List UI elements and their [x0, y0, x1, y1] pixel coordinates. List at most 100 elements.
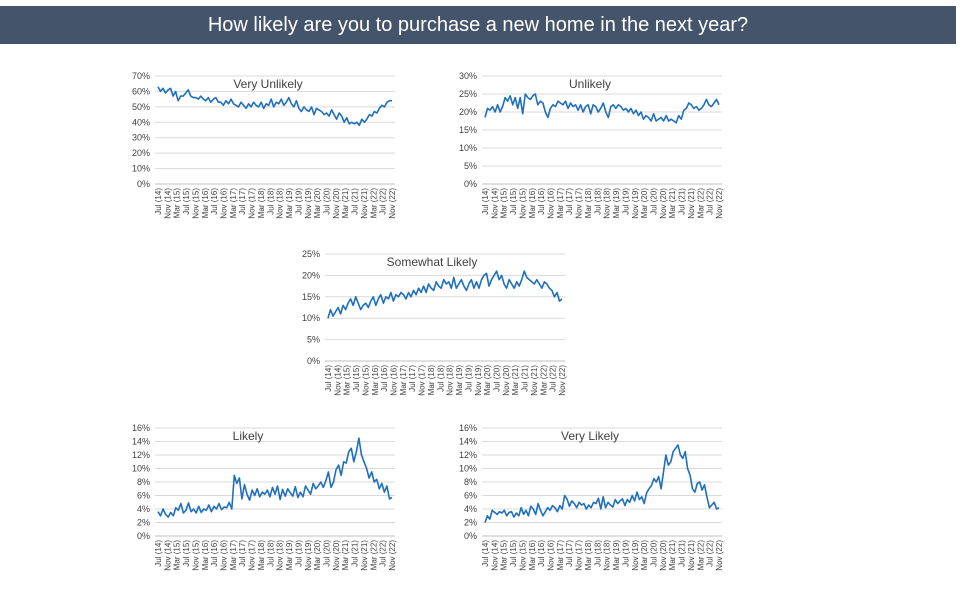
chart-very-unlikely: 0%10%20%30%40%50%60%70%Jul (14) Nov (14) M… [132, 71, 397, 219]
x-tick-label: Nov (22) [715, 540, 724, 571]
x-tick-label: Nov (17) [575, 188, 584, 219]
x-tick-label: Jul (20) [322, 540, 331, 567]
x-tick-label: Mar (16) [201, 188, 210, 219]
x-tick-label: Jul (19) [464, 365, 473, 392]
x-tick-label: Mar (17) [556, 540, 565, 571]
x-tick-label: Mar (18) [257, 540, 266, 571]
x-tick-label: Nov (14) [490, 540, 499, 571]
x-tick-label: Nov (20) [332, 188, 341, 219]
x-tick-label: Jul (14) [154, 540, 163, 567]
x-tick-label: Mar (20) [313, 188, 322, 219]
y-tick-label: 8% [464, 477, 477, 487]
series-line [484, 93, 720, 124]
x-tick-label: Jul (17) [238, 188, 247, 215]
x-tick-label: Jul (21) [678, 188, 687, 215]
x-tick-label: Mar (16) [528, 188, 537, 219]
x-tick-label: Mar (21) [668, 188, 677, 219]
y-tick-label: 6% [464, 491, 477, 501]
x-tick-label: Nov (21) [360, 540, 369, 571]
x-tick-label: Nov (15) [361, 365, 370, 396]
x-tick-label: Nov (17) [248, 188, 257, 219]
x-tick-label: Nov (17) [575, 540, 584, 571]
page-title: How likely are you to purchase a new hom… [207, 13, 749, 36]
x-tick-label: Jul (14) [481, 540, 490, 567]
x-tick-label: Jul (19) [621, 188, 630, 215]
x-tick-label: Nov (19) [631, 188, 640, 219]
y-tick-label: 14% [132, 437, 150, 447]
x-tick-label: Jul (14) [324, 365, 333, 392]
x-tick-label: Nov (19) [631, 540, 640, 571]
x-tick-label: Mar (18) [427, 365, 436, 396]
x-tick-label: Jul (15) [509, 188, 518, 215]
y-tick-label: 60% [132, 86, 150, 96]
x-tick-label: Jul (15) [509, 540, 518, 567]
x-tick-label: Nov (14) [163, 188, 172, 219]
x-tick-label: Jul (17) [408, 365, 417, 392]
x-tick-label: Jul (18) [436, 365, 445, 392]
title-bar: How likely are you to purchase a new hom… [0, 6, 956, 44]
y-tick-label: 70% [132, 71, 150, 81]
y-tick-label: 0% [307, 356, 320, 366]
x-tick-label: Jul (21) [351, 540, 360, 567]
x-tick-label: Jul (17) [238, 540, 247, 567]
x-tick-label: Mar (16) [201, 540, 210, 571]
x-tick-label: Mar (17) [399, 365, 408, 396]
y-tick-label: 4% [137, 504, 150, 514]
x-tick-label: Jul (18) [266, 540, 275, 567]
chart-title: Likely [233, 429, 264, 443]
x-tick-label: Nov (15) [191, 540, 200, 571]
x-tick-label: Nov (18) [603, 540, 612, 571]
y-tick-label: 16% [459, 423, 477, 433]
x-tick-label: Nov (15) [518, 188, 527, 219]
x-tick-label: Jul (21) [351, 188, 360, 215]
x-tick-label: Mar (15) [500, 540, 509, 571]
x-tick-label: Jul (22) [379, 540, 388, 567]
x-tick-label: Mar (15) [173, 540, 182, 571]
y-tick-label: 6% [137, 491, 150, 501]
x-tick-label: Mar (18) [584, 188, 593, 219]
chart-title: Unlikely [569, 77, 611, 91]
x-tick-label: Jul (15) [182, 188, 191, 215]
x-tick-label: Jul (15) [182, 540, 191, 567]
x-tick-label: Nov (18) [446, 365, 455, 396]
x-tick-label: Mar (21) [511, 365, 520, 396]
x-tick-label: Nov (19) [304, 188, 313, 219]
x-tick-label: Nov (22) [388, 540, 397, 571]
chart-likely: 0%2%4%6%8%10%12%14%16%Jul (14) Nov (14) Ma… [132, 423, 397, 571]
y-tick-label: 20% [302, 270, 320, 280]
x-tick-label: Mar (17) [229, 540, 238, 571]
y-tick-label: 2% [464, 518, 477, 528]
x-tick-label: Nov (18) [276, 540, 285, 571]
y-tick-label: 14% [459, 437, 477, 447]
x-tick-label: Jul (20) [322, 188, 331, 215]
x-tick-label: Nov (16) [220, 540, 229, 571]
x-tick-label: Nov (21) [530, 365, 539, 396]
x-tick-label: Jul (16) [380, 365, 389, 392]
y-tick-label: 0% [464, 531, 477, 541]
x-tick-label: Mar (19) [285, 540, 294, 571]
x-tick-label: Nov (19) [474, 365, 483, 396]
y-tick-label: 12% [459, 450, 477, 460]
y-tick-label: 10% [132, 164, 150, 174]
y-tick-label: 15% [302, 292, 320, 302]
x-tick-label: Mar (18) [584, 540, 593, 571]
x-tick-label: Jul (14) [154, 188, 163, 215]
x-tick-label: Nov (20) [659, 188, 668, 219]
x-tick-label: Jul (16) [210, 540, 219, 567]
x-tick-label: Mar (17) [556, 188, 565, 219]
x-tick-label: Nov (15) [191, 188, 200, 219]
y-tick-label: 16% [132, 423, 150, 433]
x-tick-label: Nov (20) [502, 365, 511, 396]
y-tick-label: 0% [137, 531, 150, 541]
y-tick-label: 20% [132, 148, 150, 158]
x-tick-label: Mar (15) [343, 365, 352, 396]
x-tick-label: Jul (20) [649, 540, 658, 567]
x-tick-label: Jul (16) [537, 188, 546, 215]
x-tick-label: Mar (22) [696, 188, 705, 219]
x-tick-label: Nov (14) [163, 540, 172, 571]
chart-title: Very Unlikely [233, 77, 302, 91]
y-tick-label: 50% [132, 102, 150, 112]
x-tick-label: Mar (17) [229, 188, 238, 219]
x-tick-label: Jul (18) [593, 540, 602, 567]
x-tick-label: Nov (21) [360, 188, 369, 219]
